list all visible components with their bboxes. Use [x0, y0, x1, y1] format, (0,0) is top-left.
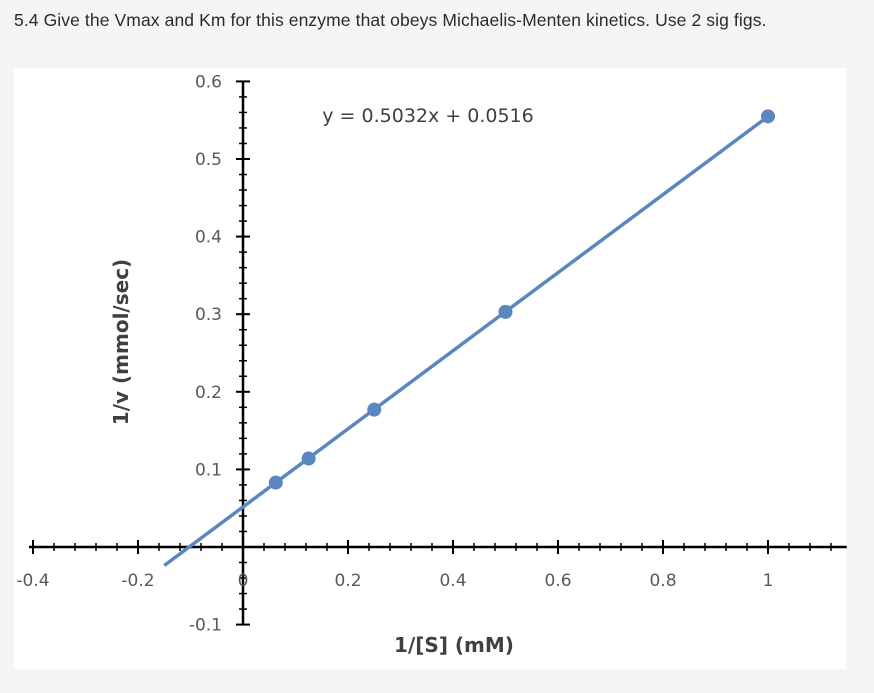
trendline	[163, 115, 770, 567]
y-tick-label: 0.2	[195, 383, 222, 403]
x-tick-label: 0.8	[649, 571, 676, 591]
data-point	[367, 402, 382, 417]
x-axis-label: 1/[S] (mM)	[394, 633, 514, 657]
y-tick-label: 0.6	[195, 72, 222, 92]
axes	[29, 81, 847, 625]
x-tick-label: 1	[763, 571, 774, 591]
y-tick-label: -0.1	[189, 616, 222, 636]
y-tick-label: 0.1	[195, 460, 222, 480]
x-tick-label: -0.2	[121, 571, 154, 591]
x-tick-label: 0.4	[439, 571, 466, 591]
trendline-equation: y = 0.5032x + 0.0516	[322, 105, 533, 127]
data-point	[761, 109, 775, 124]
y-tick-label: 0.5	[195, 150, 222, 170]
x-tick-label: 0.6	[544, 571, 571, 591]
data-point	[498, 304, 513, 319]
data-point	[301, 451, 316, 466]
y-tick-label: 0.3	[195, 305, 222, 325]
x-tick-label: -0.4	[16, 571, 49, 591]
y-axis-label: 1/v (mmol/sec)	[109, 259, 133, 425]
data-point	[268, 475, 283, 490]
y-tick-labels: -0.1 0.1 0.2 0.3 0.4 0.5 0.6	[189, 72, 222, 635]
major-ticks	[32, 80, 769, 626]
x-tick-label: 0.2	[334, 571, 361, 591]
x-tick-labels: -0.4 -0.2 0 0.2 0.4 0.6 0.8 1	[16, 571, 773, 591]
data-points	[268, 109, 775, 490]
question-text: 5.4 Give the Vmax and Km for this enzyme…	[14, 10, 767, 30]
x-tick-label: 0	[238, 571, 249, 591]
y-tick-label: 0.4	[195, 228, 222, 248]
